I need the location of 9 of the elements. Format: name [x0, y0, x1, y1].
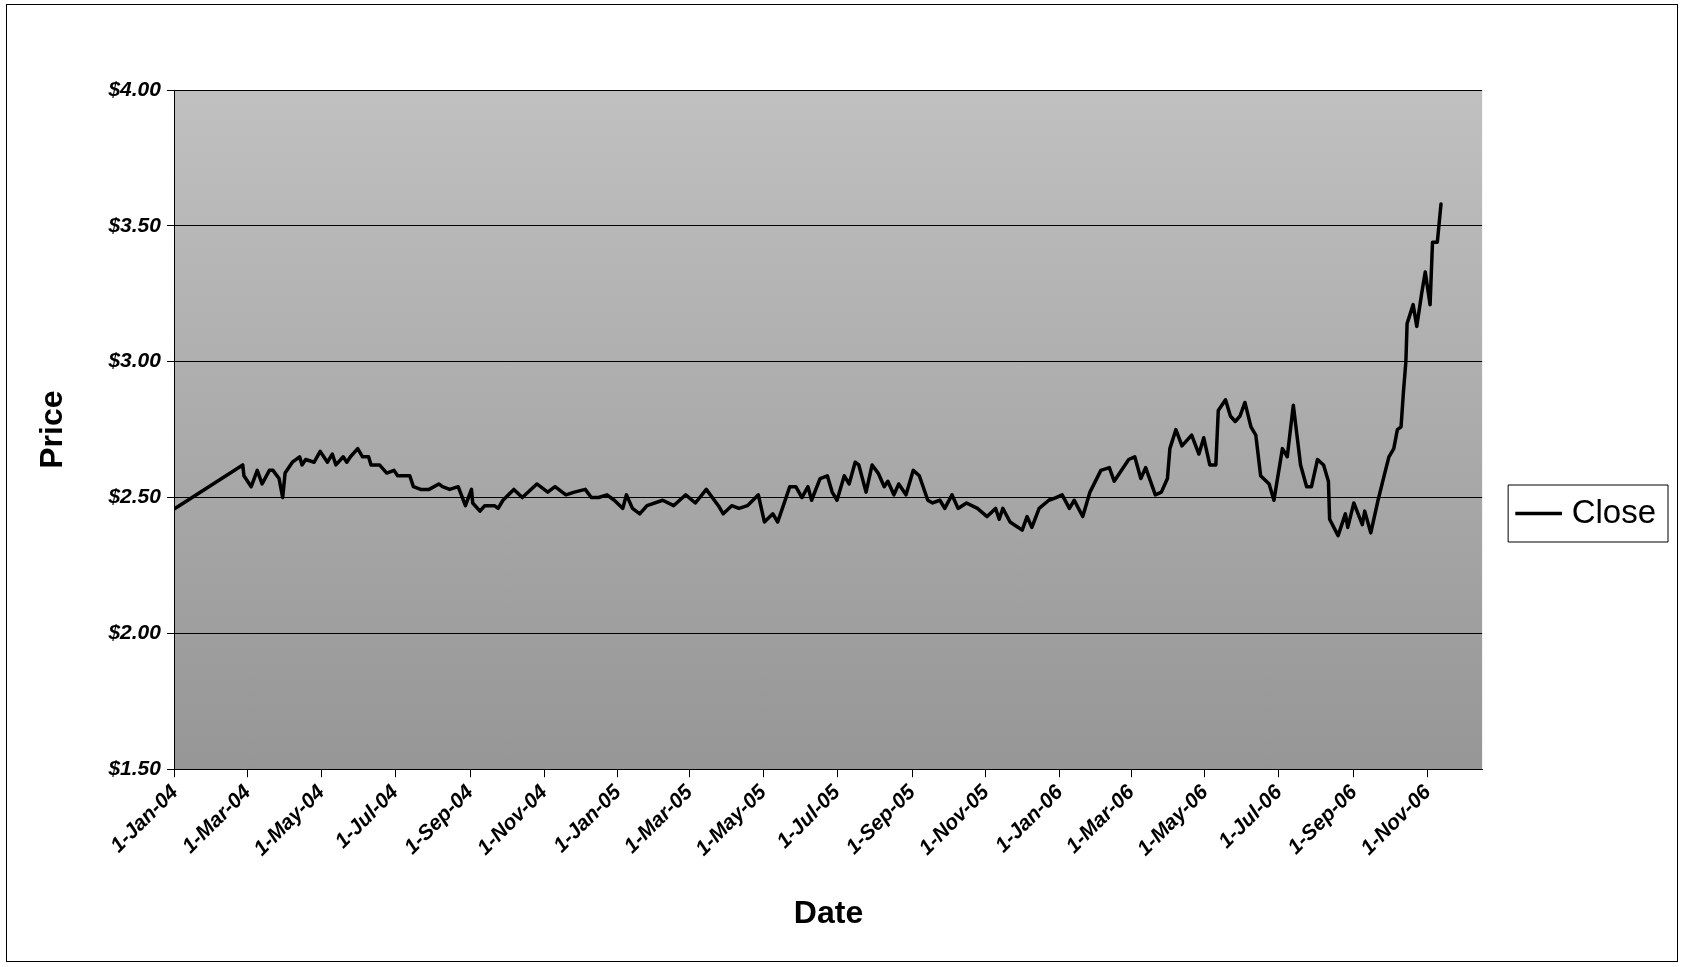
y-tick-label: $4.00	[107, 76, 162, 100]
y-tick-label: $3.00	[107, 348, 162, 372]
y-tick-label: $3.50	[107, 212, 162, 236]
y-tick-label: $2.00	[107, 620, 162, 644]
y-axis-title: Price	[33, 390, 70, 469]
x-axis-title: Date	[793, 893, 864, 930]
y-tick-label: $2.50	[107, 484, 162, 508]
legend-label: Close	[1571, 492, 1657, 530]
y-tick-label: $1.50	[107, 756, 162, 780]
